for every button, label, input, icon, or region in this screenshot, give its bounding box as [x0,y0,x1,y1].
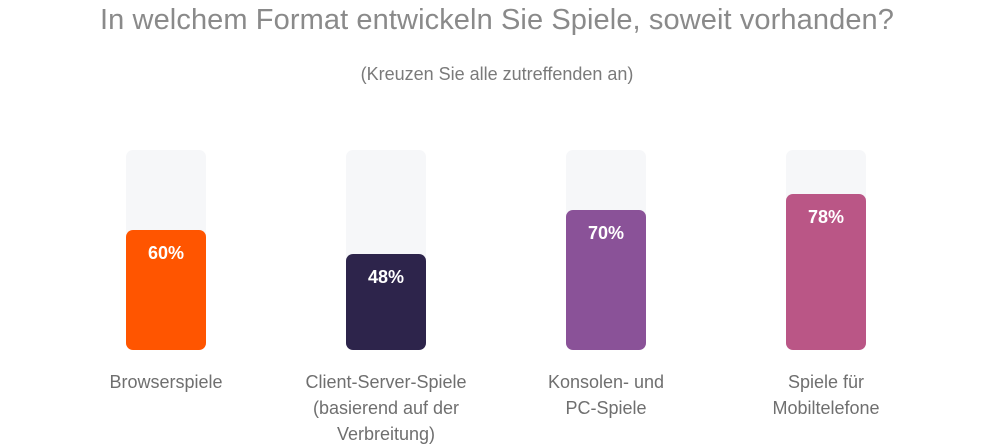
category-label: Konsolen- und PC-Spiele [496,369,716,421]
category-label: Spiele für Mobiltelefone [716,369,936,421]
data-label: 48% [368,267,404,287]
category-label: Client-Server-Spiele (basierend auf der Ve… [276,369,496,447]
category-label: Browserspiele [56,369,276,395]
data-label: 78% [808,207,844,227]
data-label: 70% [588,223,624,243]
category-label-line: (basierend auf der [276,395,496,421]
category-label-line: Mobiltelefone [716,395,936,421]
category-label-line: Client-Server-Spiele [276,369,496,395]
data-label: 60% [148,243,184,263]
category-label-line: Spiele für [716,369,936,395]
category-label-line: Konsolen- und [496,369,716,395]
category-label-line: Browserspiele [56,369,276,395]
category-label-line: PC-Spiele [496,395,716,421]
category-label-line: Verbreitung) [276,421,496,447]
